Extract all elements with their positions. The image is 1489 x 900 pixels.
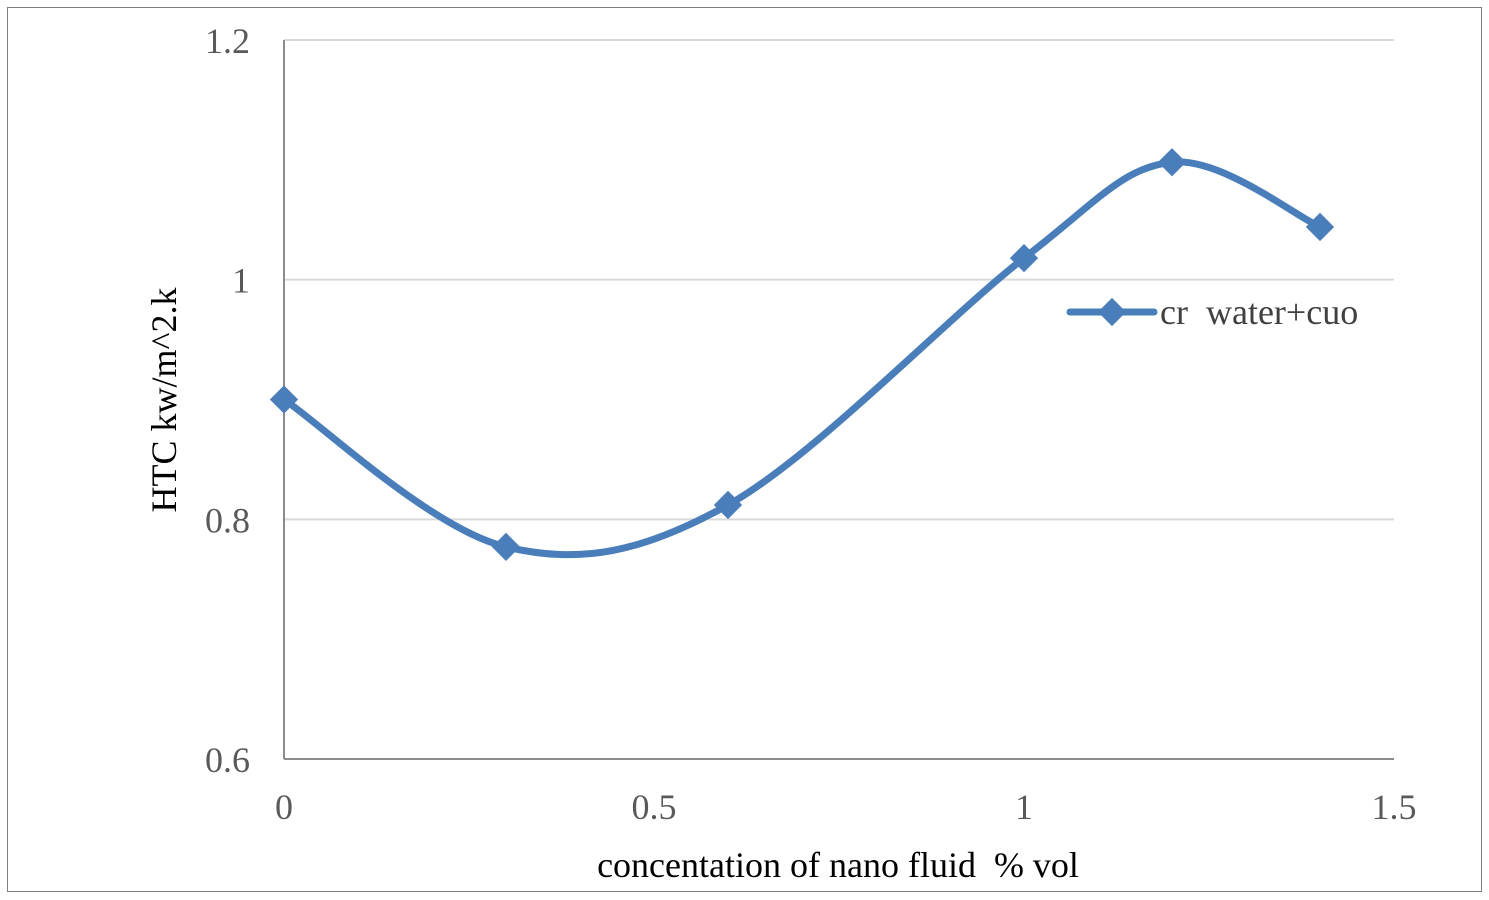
x-tick-label: 1 [1015, 787, 1033, 827]
x-axis-title: concentation of nano fluid % vol [597, 845, 1079, 885]
y-tick-labels: 0.6 0.8 1 1.2 [205, 21, 250, 780]
y-tick-label: 0.8 [205, 500, 250, 540]
legend: cr water+cuo [1066, 292, 1358, 332]
data-point-marker [1009, 243, 1039, 273]
x-tick-label: 0.5 [632, 787, 677, 827]
y-axis-title: HTC kw/m^2.k [144, 288, 184, 513]
data-point-marker [1157, 148, 1187, 177]
gridlines [284, 39, 1394, 521]
x-tick-label: 1.5 [1372, 787, 1417, 827]
y-tick-label: 0.6 [205, 740, 250, 780]
data-point-marker [713, 490, 743, 520]
series-line [280, 158, 1324, 559]
chart-frame [7, 7, 1482, 892]
data-point-marker [1305, 212, 1335, 242]
legend-swatch-marker [1097, 297, 1127, 327]
x-tick-label: 0 [275, 787, 293, 827]
series-group [269, 148, 1335, 562]
data-point-marker [491, 532, 521, 562]
y-tick-label: 1 [232, 261, 250, 301]
x-tick-labels: 0 0.5 1 1.5 [275, 787, 1417, 827]
y-tick-label: 1.2 [205, 21, 250, 61]
legend-label: cr water+cuo [1160, 292, 1358, 332]
